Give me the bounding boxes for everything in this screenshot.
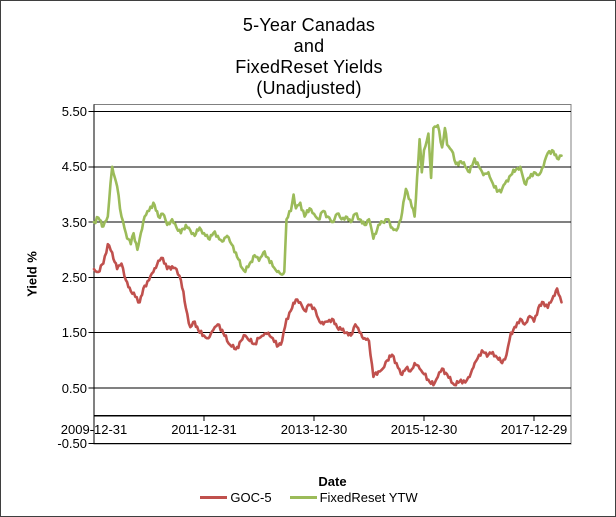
x-tick-label: 2013-12-30 — [280, 422, 348, 437]
x-tick-label: 2011-12-31 — [171, 422, 237, 437]
legend-item-goc5: GOC-5 — [200, 490, 272, 505]
x-tick-label: 2017-12-29 — [500, 422, 568, 437]
x-tick-label: 2015-12-30 — [390, 422, 458, 437]
y-tick-label: 2.50 — [61, 269, 87, 285]
y-axis-title: Yield % — [24, 251, 40, 297]
y-tick-label: 1.50 — [61, 325, 87, 341]
chart-title-line-2: and — [293, 36, 325, 56]
x-axis-title: Date — [318, 474, 347, 489]
chart-title-line-3: FixedReset Yields — [235, 57, 383, 77]
y-tick-label: 5.50 — [61, 104, 87, 119]
legend-item-fixedreset: FixedReset YTW — [289, 490, 418, 505]
legend-label-goc5: GOC-5 — [230, 490, 272, 505]
y-tick-label: 3.50 — [61, 214, 87, 230]
legend-label-fixedreset: FixedReset YTW — [319, 490, 418, 505]
chart-title-line-4: (Unadjusted) — [256, 78, 362, 98]
legend-swatch-fixedreset — [289, 496, 317, 499]
y-tick-label: -0.50 — [57, 435, 87, 451]
x-tick-label: 2009-12-31 — [60, 422, 128, 437]
y-tick-label: 0.50 — [61, 380, 87, 396]
chart-title-line-1: 5-Year Canadas — [242, 15, 376, 35]
chart-title: 5-Year Canadas and FixedReset Yields (Un… — [1, 15, 615, 99]
y-tick-label: 4.50 — [61, 159, 87, 175]
legend: GOC-5 FixedReset YTW — [1, 490, 615, 505]
legend-swatch-goc5 — [200, 496, 228, 499]
